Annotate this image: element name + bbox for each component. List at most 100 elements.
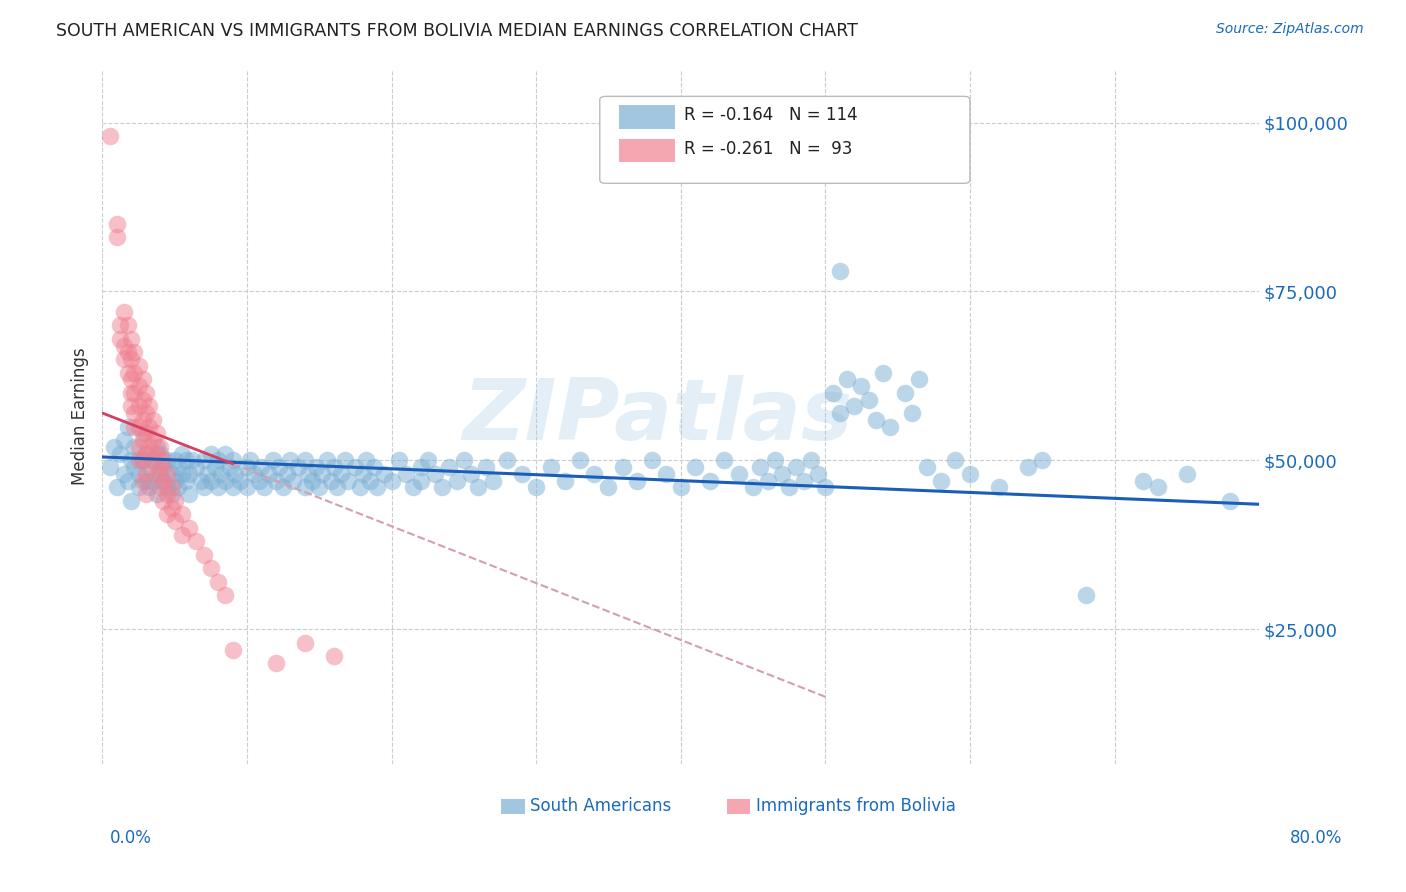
Point bbox=[135, 474, 157, 488]
Point bbox=[959, 467, 981, 481]
Point bbox=[800, 453, 823, 467]
Point bbox=[363, 460, 385, 475]
Point bbox=[132, 474, 155, 488]
Point bbox=[135, 467, 157, 481]
Point bbox=[239, 453, 262, 467]
Point bbox=[354, 453, 377, 467]
Point bbox=[163, 453, 186, 467]
Point bbox=[756, 474, 779, 488]
Point bbox=[160, 480, 183, 494]
Point bbox=[193, 453, 215, 467]
Point bbox=[807, 467, 830, 481]
Point bbox=[132, 453, 155, 467]
Point bbox=[311, 467, 333, 481]
Point bbox=[253, 480, 276, 494]
Point bbox=[821, 385, 844, 400]
Point bbox=[132, 433, 155, 447]
Point bbox=[105, 480, 128, 494]
Point bbox=[322, 649, 344, 664]
Point bbox=[135, 447, 157, 461]
Point bbox=[287, 460, 309, 475]
Point bbox=[149, 447, 172, 461]
Point bbox=[727, 467, 749, 481]
Point bbox=[308, 480, 330, 494]
Point bbox=[117, 366, 139, 380]
Point bbox=[112, 351, 135, 366]
Point bbox=[236, 460, 259, 475]
Point bbox=[120, 351, 142, 366]
Point bbox=[122, 419, 145, 434]
Text: South Americans: South Americans bbox=[530, 797, 672, 815]
Point bbox=[416, 453, 439, 467]
Point bbox=[170, 508, 193, 522]
Point bbox=[200, 561, 222, 575]
Point bbox=[1147, 480, 1170, 494]
Point bbox=[128, 419, 150, 434]
Point bbox=[193, 548, 215, 562]
Point bbox=[112, 467, 135, 481]
Point bbox=[683, 460, 706, 475]
Point bbox=[294, 636, 316, 650]
Point bbox=[108, 318, 131, 333]
Point bbox=[409, 474, 432, 488]
Point bbox=[174, 453, 197, 467]
Point bbox=[1074, 589, 1097, 603]
Point bbox=[117, 318, 139, 333]
Point bbox=[359, 474, 381, 488]
Point bbox=[872, 366, 894, 380]
Point bbox=[108, 332, 131, 346]
Point bbox=[146, 467, 169, 481]
Bar bbox=[620, 139, 675, 162]
Point bbox=[669, 480, 692, 494]
Point bbox=[160, 500, 183, 515]
Point bbox=[785, 460, 807, 475]
Point bbox=[146, 440, 169, 454]
Point bbox=[170, 467, 193, 481]
Point bbox=[221, 480, 243, 494]
Point bbox=[156, 453, 179, 467]
Point bbox=[524, 480, 547, 494]
Point bbox=[98, 460, 121, 475]
Point bbox=[204, 460, 226, 475]
Point bbox=[170, 447, 193, 461]
Text: Immigrants from Bolivia: Immigrants from Bolivia bbox=[756, 797, 956, 815]
Point bbox=[373, 467, 395, 481]
Point bbox=[540, 460, 562, 475]
Point bbox=[221, 453, 243, 467]
Point bbox=[132, 372, 155, 386]
Point bbox=[271, 480, 294, 494]
Point bbox=[186, 534, 208, 549]
Point bbox=[366, 480, 388, 494]
Point bbox=[554, 474, 576, 488]
Point bbox=[460, 467, 482, 481]
Point bbox=[915, 460, 938, 475]
Text: ZIPatlas: ZIPatlas bbox=[463, 375, 853, 458]
Point bbox=[146, 487, 169, 501]
Point bbox=[122, 406, 145, 420]
Point bbox=[294, 453, 316, 467]
Point bbox=[763, 453, 786, 467]
Point bbox=[294, 480, 316, 494]
Point bbox=[267, 460, 290, 475]
Point bbox=[214, 474, 236, 488]
Point bbox=[865, 413, 887, 427]
Point bbox=[132, 453, 155, 467]
Bar bbox=[502, 799, 524, 814]
Point bbox=[749, 460, 772, 475]
Point bbox=[149, 460, 172, 475]
Point bbox=[335, 453, 357, 467]
Point bbox=[280, 453, 302, 467]
Point bbox=[138, 399, 160, 413]
Point bbox=[264, 474, 287, 488]
Point bbox=[190, 474, 212, 488]
Point bbox=[122, 440, 145, 454]
Point bbox=[156, 480, 179, 494]
Point bbox=[128, 359, 150, 373]
Point bbox=[793, 474, 815, 488]
Point bbox=[142, 433, 165, 447]
Point bbox=[186, 460, 208, 475]
Point bbox=[142, 453, 165, 467]
Point bbox=[322, 460, 344, 475]
Point bbox=[163, 494, 186, 508]
Point bbox=[149, 440, 172, 454]
